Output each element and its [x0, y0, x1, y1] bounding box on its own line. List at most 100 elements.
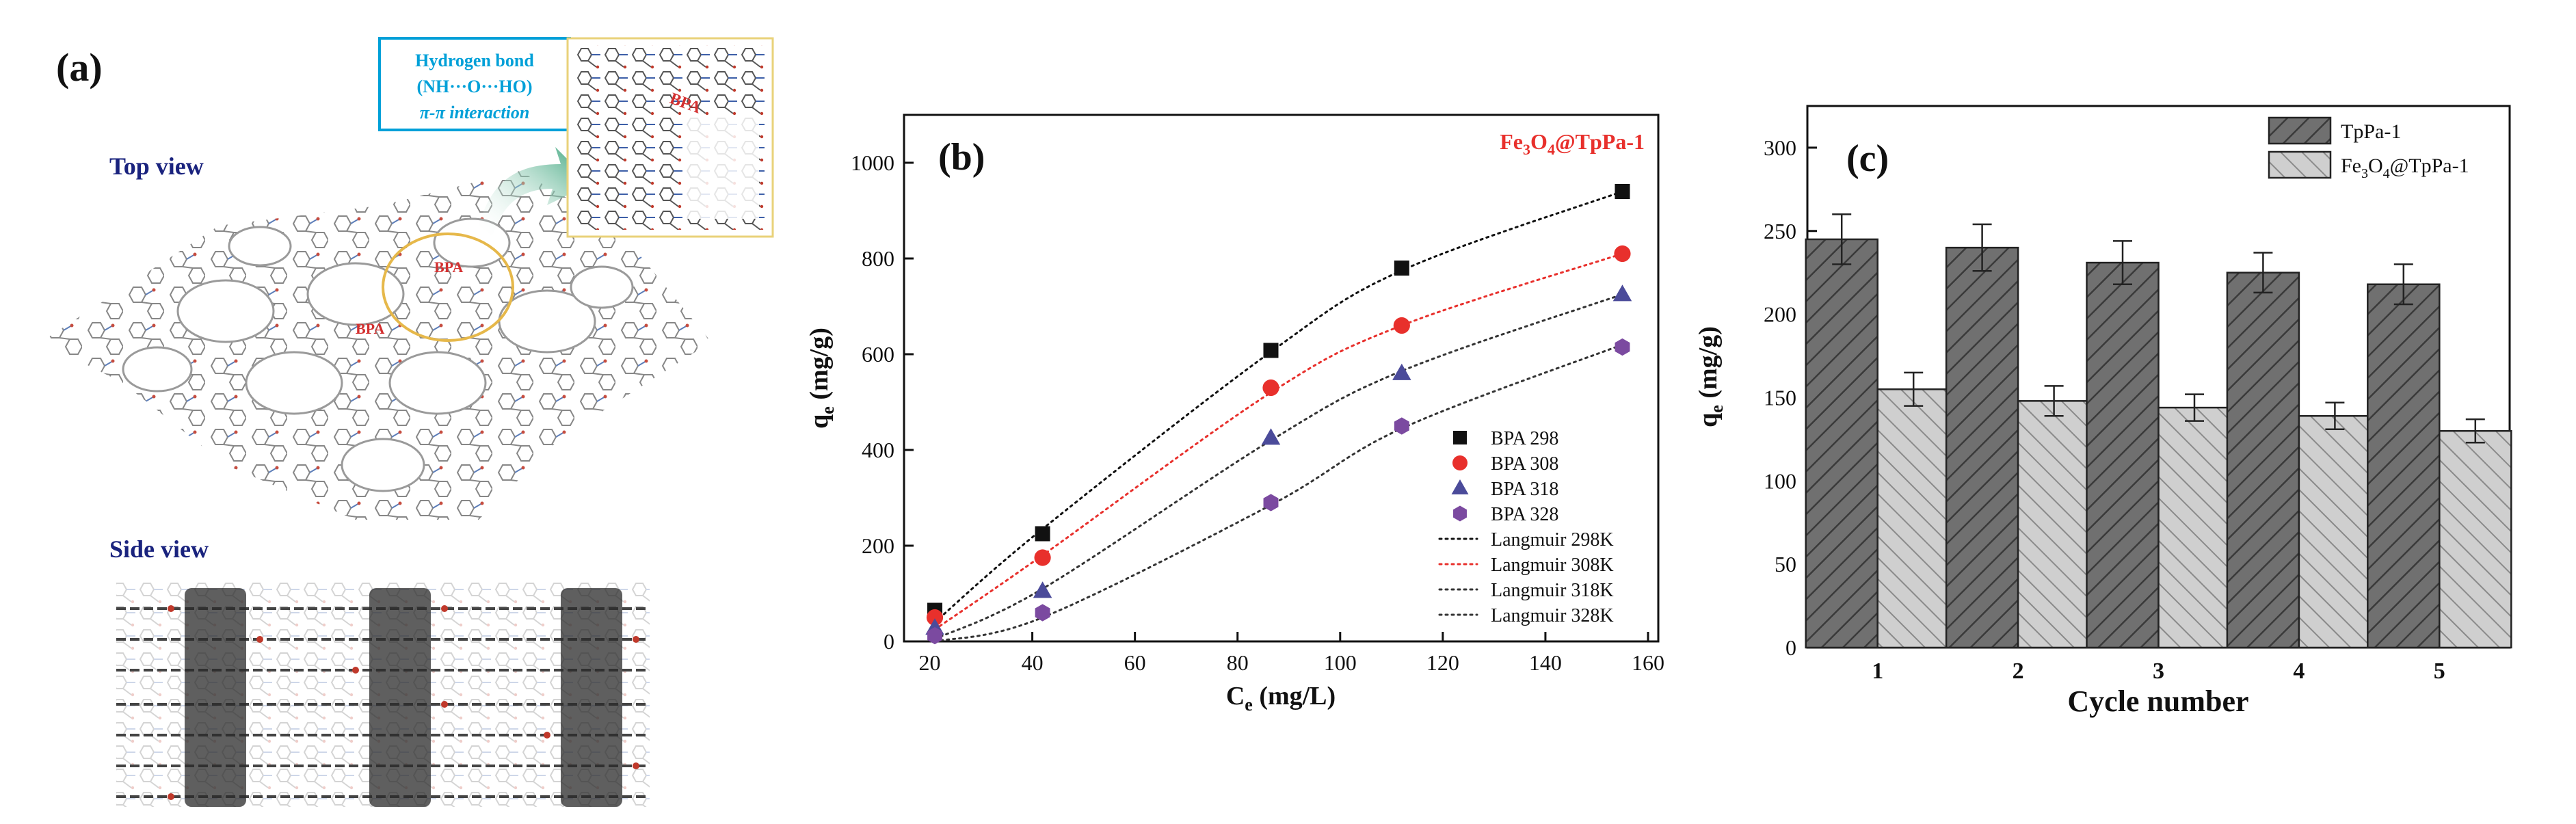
panel-c-cycle-bar-chart: 0 50 100 150 200 250 300 1 2 3 4 5 TpPa-1 Fe3O4@TpPa…: [1694, 105, 2512, 718]
bar-tppa-1: [2226, 271, 2300, 649]
y-tick-label: 800: [862, 246, 894, 271]
legend-marker-bpa-318: [1451, 479, 1469, 494]
x-tick-label: 4: [2293, 659, 2305, 684]
data-point-bpa-298: [1394, 261, 1409, 276]
bpa-label-network: BPA: [356, 320, 384, 337]
x-tick-label: 120: [1426, 650, 1459, 675]
legend-label-langmuir-328k: Langmuir 328K: [1491, 605, 1614, 626]
legend-swatch-tppa-1: [2268, 116, 2332, 145]
legend-label-langmuir-308k: Langmuir 308K: [1491, 555, 1614, 576]
legend-label-langmuir-318k: Langmuir 318K: [1491, 580, 1614, 601]
data-point-bpa-328: [1394, 417, 1409, 435]
y-tick-label: 600: [862, 342, 894, 367]
fit-curve-langmuir-308k: [933, 252, 1623, 630]
data-point-bpa-328: [1263, 494, 1279, 511]
bar-tppa-1: [1805, 238, 1878, 649]
y-tick-label: 0: [1785, 635, 1796, 660]
data-point-bpa-328: [1035, 604, 1050, 622]
side-view-image: [116, 581, 650, 807]
data-point-bpa-328: [927, 626, 942, 645]
data-point-bpa-298: [1263, 343, 1279, 358]
panel-c-label: (c): [1846, 137, 1889, 180]
bar-fe3o4-tppa-1: [2017, 400, 2091, 649]
chart-b-ylabel: qe (mg/g): [805, 328, 838, 429]
x-tick-label: 2: [2013, 659, 2024, 684]
data-point-bpa-318: [1392, 363, 1411, 380]
fit-curve-langmuir-318k: [933, 293, 1623, 640]
y-tick-label: 1000: [851, 150, 894, 175]
legend-label-bpa-308: BPA 308: [1491, 453, 1558, 475]
data-point-bpa-318: [1033, 581, 1052, 598]
chart-b-axes: 20 40 60 80 100 120 140 160 0 200 400 600 800 1000: [851, 150, 1664, 675]
x-tick-label: 20: [919, 650, 941, 675]
legend-label-tppa-1: TpPa-1: [2341, 120, 2401, 143]
legend-label-bpa-298: BPA 298: [1491, 428, 1558, 449]
y-tick-label: 50: [1775, 552, 1796, 576]
y-tick-label: 200: [862, 533, 894, 558]
bar-tppa-1: [2367, 283, 2441, 649]
y-tick-label: 100: [1764, 468, 1796, 493]
chart-c-axes: 0 50 100 150 200 250 300 1 2 3 4 5: [1764, 135, 2445, 684]
legend-swatch-fe3o4-tppa-1: [2268, 150, 2332, 179]
data-point-bpa-308: [1393, 317, 1410, 334]
x-tick-label: 140: [1529, 650, 1562, 675]
top-view-label: Top view: [109, 152, 204, 180]
data-point-bpa-308: [1262, 379, 1279, 397]
panel-a-label: (a): [56, 45, 103, 90]
x-tick-label: 80: [1227, 650, 1249, 675]
panel-b-isotherm-chart: 20 40 60 80 100 120 140 160 0 200 400 600 800 1000 BP…: [805, 114, 1664, 715]
chart-b-frame: [903, 114, 1660, 643]
y-tick-label: 400: [862, 438, 894, 462]
legend-label-fe3o4-tppa-1: Fe3O4@TpPa-1: [2341, 155, 2469, 181]
x-tick-label: 5: [2434, 659, 2445, 684]
callout-pi-pi: π-π interaction: [420, 103, 530, 122]
chart-c-legend: TpPa-1 Fe3O4@TpPa-1: [2268, 116, 2469, 181]
legend-label-langmuir-298k: Langmuir 298K: [1491, 529, 1614, 550]
data-point-bpa-298: [1035, 526, 1050, 542]
zoom-arrow: [479, 147, 592, 236]
data-point-bpa-318: [1612, 284, 1632, 302]
bar-fe3o4-tppa-1: [2157, 406, 2231, 649]
chart-b-title: Fe3O4@TpPa-1: [1500, 129, 1645, 158]
data-point-bpa-308: [926, 609, 944, 626]
legend-label-bpa-328: BPA 328: [1491, 504, 1558, 525]
zoom-inset: BPA: [566, 37, 774, 238]
bar-fe3o4-tppa-1: [2439, 429, 2512, 649]
data-point-bpa-308: [1034, 549, 1051, 566]
bpa-label-ring: BPA: [434, 258, 463, 276]
data-point-bpa-328: [1615, 338, 1630, 356]
data-point-bpa-308: [1614, 245, 1631, 263]
x-tick-label: 100: [1324, 650, 1357, 675]
legend-marker-bpa-328: [1453, 505, 1467, 522]
bar-fe3o4-tppa-1: [2298, 415, 2372, 649]
panel-a-structure: (a) Top view BPA BPA Hydrogen: [41, 37, 774, 807]
x-tick-label: 60: [1124, 650, 1146, 675]
callout-hydrogen-bond: Hydrogen bond: [415, 51, 534, 70]
bar-tppa-1: [2086, 261, 2160, 649]
side-view-label: Side view: [109, 535, 209, 563]
y-tick-label: 200: [1764, 302, 1796, 327]
chart-c-ylabel: qe (mg/g): [1694, 326, 1727, 427]
y-tick-label: 150: [1764, 385, 1796, 410]
panel-b-label: (b): [938, 136, 985, 178]
chart-b-xlabel: Ce (mg/L): [1226, 682, 1336, 715]
legend-label-bpa-318: BPA 318: [1491, 479, 1558, 500]
data-point-bpa-318: [1261, 428, 1281, 445]
framework-network-image: [41, 171, 711, 520]
y-tick-label: 300: [1764, 135, 1796, 160]
data-point-bpa-298: [1615, 184, 1630, 199]
x-tick-label: 160: [1632, 650, 1664, 675]
bar-fe3o4-tppa-1: [1876, 388, 1950, 649]
chart-b-legend: BPA 298 BPA 308 BPA 318 BPA 328 Langmuir 298…: [1438, 428, 1614, 626]
chart-c-xlabel: Cycle number: [2067, 685, 2248, 718]
y-tick-label: 0: [884, 629, 894, 654]
legend-marker-bpa-308: [1452, 455, 1468, 470]
chart-c-bars: [1805, 213, 2512, 649]
callout-box: [378, 37, 571, 131]
x-tick-label: 3: [2153, 659, 2164, 684]
legend-marker-bpa-298: [1453, 431, 1467, 444]
bar-tppa-1: [1945, 246, 2019, 649]
highlight-ring: [382, 232, 514, 342]
x-tick-label: 1: [1872, 659, 1883, 684]
